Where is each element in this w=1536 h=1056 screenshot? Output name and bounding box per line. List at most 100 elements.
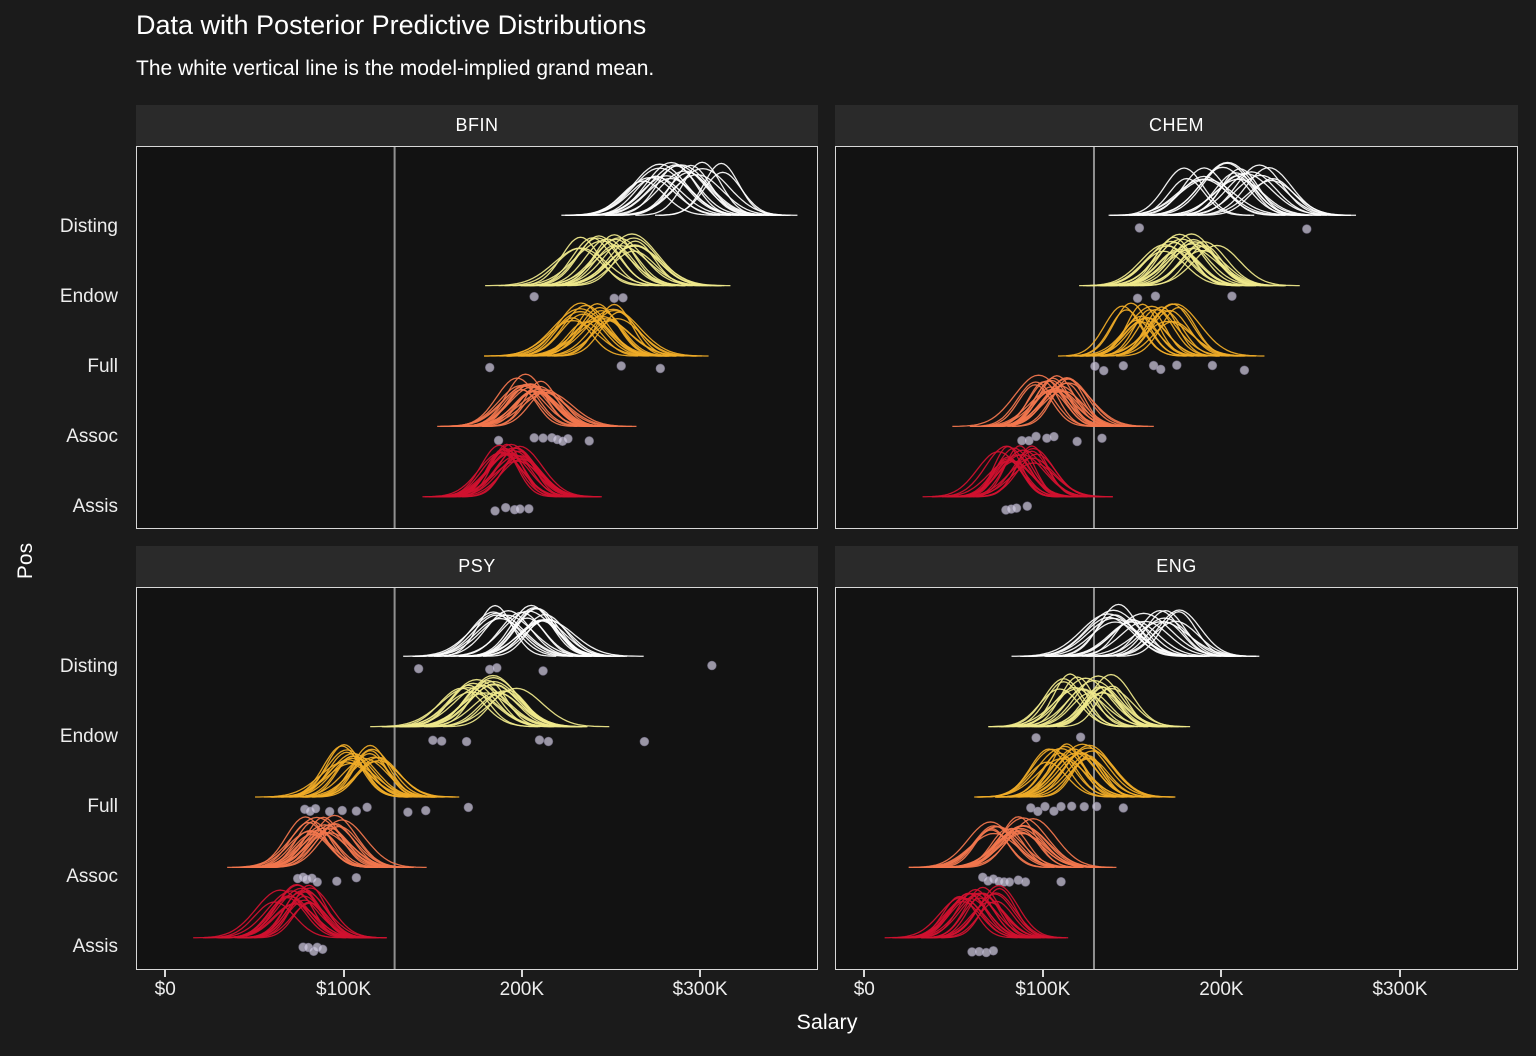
facet-panel-bfin	[136, 146, 818, 529]
density-curve-full	[551, 303, 677, 357]
data-point	[639, 736, 650, 747]
density-curve-disting	[1137, 166, 1309, 216]
density-curve-full	[1016, 752, 1148, 798]
density-curve-assoc	[257, 819, 427, 869]
data-point	[490, 506, 500, 516]
data-point	[436, 736, 447, 746]
data-point	[584, 436, 594, 446]
density-curve-disting	[582, 161, 761, 216]
density-curve-assoc	[937, 817, 1110, 869]
data-point	[1090, 361, 1100, 372]
density-curve-full	[288, 755, 418, 798]
density-curve-full	[499, 302, 663, 357]
y-label-endow: Endow	[59, 726, 118, 747]
density-curve-full	[1101, 309, 1239, 357]
density-curve-endow	[1103, 250, 1254, 287]
facet-strip-bfin: BFIN	[136, 105, 818, 146]
density-curve-endow	[370, 686, 566, 728]
density-curve-full	[294, 757, 410, 798]
data-point	[1033, 806, 1043, 817]
data-point	[1172, 360, 1182, 370]
density-curve-assis	[945, 449, 1101, 498]
data-point	[1031, 733, 1041, 743]
density-curve-assis	[922, 451, 1075, 498]
density-curve-assoc	[454, 391, 632, 428]
x-tick-mark	[164, 970, 167, 977]
data-point	[534, 735, 545, 745]
x-tick-mark	[863, 970, 866, 977]
density-curve-assis	[223, 883, 370, 939]
x-tick-mark	[699, 970, 702, 977]
data-point	[1049, 806, 1059, 816]
density-curve-disting	[1113, 167, 1255, 216]
data-point	[461, 736, 472, 747]
data-point	[1040, 801, 1050, 812]
density-curve-assis	[933, 900, 1059, 939]
data-point	[1079, 801, 1089, 812]
data-point	[317, 944, 328, 955]
density-curve-assoc	[464, 385, 613, 428]
density-curve-full	[505, 304, 667, 357]
facet-panel-psy	[136, 587, 818, 970]
data-point	[616, 361, 626, 371]
data-point	[403, 807, 413, 817]
density-curve-disting	[1178, 164, 1341, 216]
density-curve-full	[547, 319, 670, 357]
data-point	[1091, 801, 1102, 812]
x-tick-mark	[342, 970, 345, 977]
density-curve-disting	[1150, 178, 1327, 216]
density-curve-disting	[433, 604, 557, 657]
density-curve-full	[978, 761, 1116, 798]
data-point	[492, 663, 502, 673]
density-curve-endow	[1016, 676, 1138, 728]
density-curve-disting	[1058, 620, 1232, 657]
density-curve-assis	[234, 887, 387, 939]
density-curve-assis	[442, 449, 570, 498]
data-point	[524, 504, 534, 514]
data-point	[1020, 877, 1031, 887]
density-curve-full	[1100, 320, 1246, 357]
density-curve-assoc	[927, 829, 1055, 869]
x-axis-left: $0 $100K 200K $300K	[136, 970, 818, 1008]
density-curve-assis	[961, 447, 1106, 498]
density-curve-endow	[429, 690, 578, 728]
x-tick-label: 200K	[1199, 979, 1244, 1000]
density-curve-assis	[931, 445, 1082, 498]
data-point	[332, 876, 342, 887]
density-curve-disting	[1197, 178, 1348, 216]
density-curve-assoc	[990, 379, 1114, 428]
density-curve-assis	[955, 456, 1061, 498]
density-curve-disting	[1049, 603, 1188, 657]
density-curve-assis	[941, 887, 1058, 939]
data-point	[988, 946, 999, 956]
density-curve-assoc	[988, 381, 1099, 428]
density-curve-endow	[1031, 687, 1191, 728]
density-curve-disting	[412, 617, 588, 657]
density-curve-assoc	[949, 818, 1117, 869]
x-tick-mark	[1398, 970, 1401, 977]
density-curve-disting	[1122, 175, 1286, 216]
density-curve-disting	[1163, 171, 1340, 216]
density-curve-assoc	[954, 816, 1083, 869]
density-curve-disting	[1162, 172, 1309, 216]
density-curve-assis	[216, 887, 388, 939]
facet-strip-eng: ENG	[835, 546, 1518, 587]
data-point	[707, 660, 717, 671]
data-point	[493, 435, 504, 446]
density-curve-assis	[901, 895, 1018, 939]
data-point	[1118, 803, 1129, 813]
density-curve-disting	[459, 607, 610, 657]
density-curve-disting	[1123, 177, 1251, 216]
facet-panel-chem	[835, 146, 1518, 529]
data-point	[351, 806, 362, 816]
facet-canvas-psy	[193, 588, 717, 969]
facet-canvas-bfin	[393, 147, 798, 528]
density-curve-endow	[529, 237, 709, 287]
density-curve-assoc	[932, 827, 1051, 869]
density-curve-disting	[1046, 619, 1222, 657]
density-curve-assis	[219, 896, 354, 939]
data-point	[543, 736, 554, 747]
data-point	[500, 502, 511, 513]
data-point	[529, 291, 539, 302]
density-curve-disting	[469, 613, 621, 657]
